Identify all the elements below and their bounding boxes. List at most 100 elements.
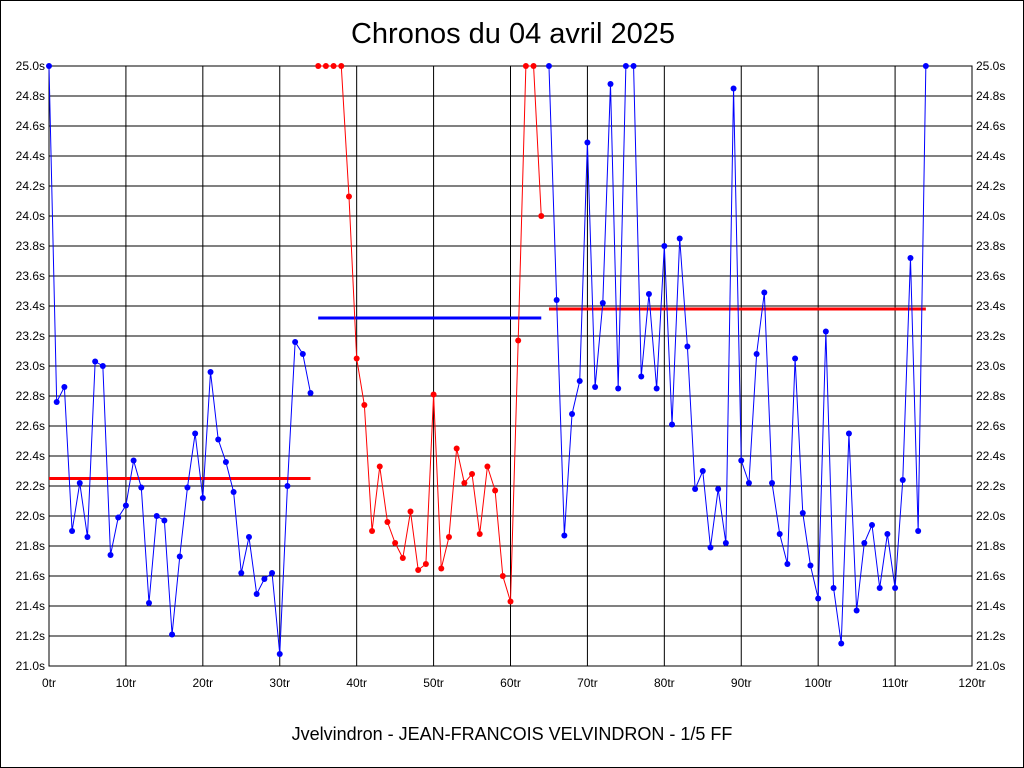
data-point bbox=[169, 631, 176, 638]
data-point bbox=[122, 502, 129, 509]
x-tick-label: 0tr bbox=[42, 676, 56, 690]
series-line bbox=[318, 65, 542, 602]
x-tick-label: 120tr bbox=[958, 676, 985, 690]
data-point bbox=[253, 591, 260, 597]
data-point bbox=[384, 519, 391, 525]
data-point bbox=[130, 457, 137, 464]
data-point bbox=[322, 63, 329, 69]
data-point bbox=[269, 570, 276, 576]
data-point bbox=[607, 81, 614, 87]
x-axis: 0tr 10tr 20tr 30tr 40tr 50tr 60tr 70tr 80tr 90tr 1… bbox=[42, 676, 986, 690]
data-point bbox=[622, 63, 629, 69]
y-tick-label-left: 21.4s bbox=[16, 599, 45, 613]
data-point bbox=[738, 457, 745, 464]
y-tick-label-right: 23.4s bbox=[976, 299, 1005, 313]
y-tick-label-right: 22.4s bbox=[976, 449, 1005, 463]
y-tick-label-right: 21.6s bbox=[976, 569, 1005, 583]
data-point bbox=[438, 565, 445, 572]
y-tick-label-right: 21.2s bbox=[976, 629, 1005, 643]
y-tick-label-right: 23.8s bbox=[976, 239, 1005, 253]
data-point bbox=[653, 385, 660, 392]
data-point bbox=[684, 343, 691, 350]
data-point bbox=[276, 651, 283, 657]
y-tick-label-left: 22.8s bbox=[16, 389, 45, 403]
data-point bbox=[61, 384, 68, 390]
y-tick-label-left: 21.8s bbox=[16, 539, 45, 553]
x-tick-label: 110tr bbox=[882, 676, 908, 690]
data-point bbox=[238, 570, 245, 576]
data-point bbox=[99, 363, 106, 369]
data-point bbox=[46, 63, 52, 69]
data-point bbox=[807, 562, 814, 569]
average-lines bbox=[49, 307, 926, 480]
y-tick-label-right: 23.6s bbox=[976, 269, 1005, 283]
data-point bbox=[676, 235, 683, 242]
y-axis-right: 21.0s 21.2s 21.4s 21.6s 21.8s 22.0s 22.2s 22.4s… bbox=[976, 59, 1005, 673]
data-point bbox=[838, 640, 845, 647]
data-point bbox=[284, 483, 291, 489]
data-point bbox=[476, 531, 483, 537]
x-tick-label: 40tr bbox=[346, 676, 367, 690]
chart-subtitle: Jvelvindron - JEAN-FRANCOIS VELVINDRON -… bbox=[292, 724, 733, 744]
series-group bbox=[46, 63, 929, 657]
data-point bbox=[507, 598, 514, 605]
data-point bbox=[230, 489, 237, 495]
data-point bbox=[107, 552, 114, 558]
data-point bbox=[669, 421, 676, 428]
x-tick-label: 10tr bbox=[116, 676, 137, 690]
data-point bbox=[407, 508, 414, 515]
data-point bbox=[261, 576, 268, 582]
data-point bbox=[361, 402, 368, 408]
data-point bbox=[299, 351, 306, 357]
y-tick-label-right: 24.8s bbox=[976, 89, 1005, 103]
plot-border bbox=[48, 65, 973, 667]
data-point bbox=[422, 561, 429, 567]
y-tick-label-left: 21.0s bbox=[16, 659, 45, 673]
series-line bbox=[548, 65, 927, 644]
data-point bbox=[207, 369, 214, 375]
data-point bbox=[692, 486, 699, 492]
y-tick-label-left: 24.0s bbox=[16, 209, 45, 223]
data-point bbox=[915, 528, 922, 534]
data-point bbox=[638, 373, 645, 380]
data-point bbox=[222, 459, 229, 465]
data-point bbox=[292, 339, 299, 345]
series-1 bbox=[315, 63, 545, 605]
data-point bbox=[330, 63, 337, 69]
y-tick-label-right: 24.2s bbox=[976, 179, 1005, 193]
y-tick-label-right: 21.4s bbox=[976, 599, 1005, 613]
data-point bbox=[776, 531, 783, 537]
data-point bbox=[784, 561, 791, 567]
y-tick-label-right: 21.0s bbox=[976, 659, 1005, 673]
data-point bbox=[76, 480, 83, 486]
data-point bbox=[445, 534, 452, 540]
data-point bbox=[753, 351, 760, 357]
data-point bbox=[430, 391, 437, 398]
data-point bbox=[376, 463, 383, 470]
data-point bbox=[553, 297, 560, 303]
data-point bbox=[184, 484, 191, 491]
data-point bbox=[769, 480, 776, 486]
data-point bbox=[161, 517, 168, 524]
y-tick-label-right: 22.8s bbox=[976, 389, 1005, 403]
data-point bbox=[630, 63, 637, 69]
y-tick-label-right: 24.6s bbox=[976, 119, 1005, 133]
data-point bbox=[522, 63, 529, 69]
data-point bbox=[545, 63, 552, 69]
data-point bbox=[453, 445, 460, 452]
data-point bbox=[369, 528, 376, 534]
y-tick-label-right: 22.2s bbox=[976, 479, 1005, 493]
data-point bbox=[115, 514, 122, 521]
data-point bbox=[345, 193, 352, 200]
data-point bbox=[245, 534, 252, 540]
data-point bbox=[92, 358, 99, 365]
x-tick-label: 50tr bbox=[423, 676, 444, 690]
y-tick-label-right: 22.6s bbox=[976, 419, 1005, 433]
data-point bbox=[192, 430, 199, 437]
data-point bbox=[884, 531, 891, 537]
data-point bbox=[899, 477, 906, 483]
y-tick-label-left: 24.4s bbox=[16, 149, 45, 163]
y-tick-label-right: 22.0s bbox=[976, 509, 1005, 523]
data-point bbox=[892, 585, 899, 591]
data-point bbox=[861, 540, 868, 546]
